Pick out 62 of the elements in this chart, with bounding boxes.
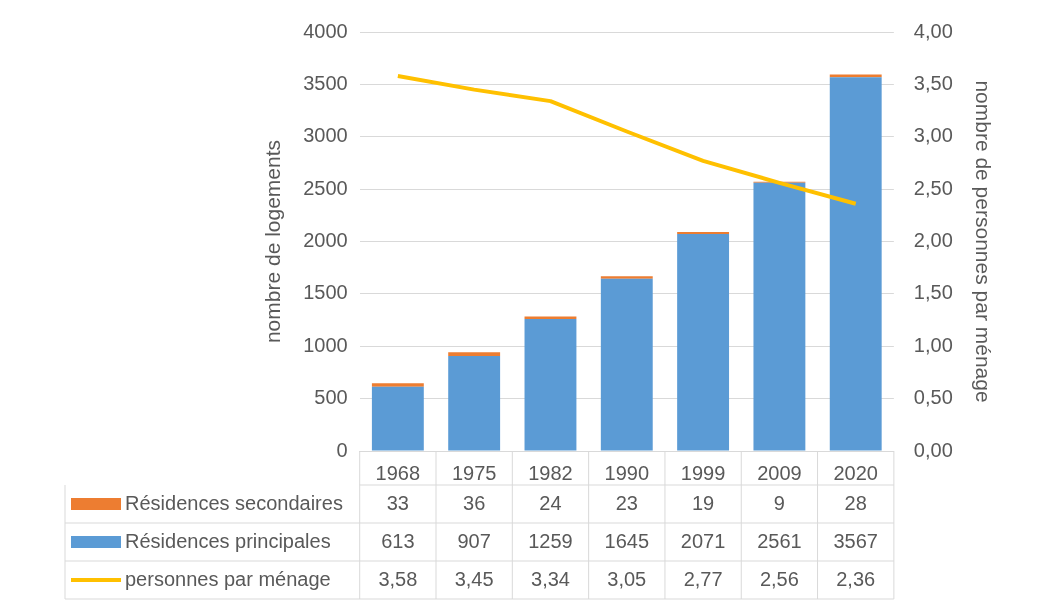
bar [600, 278, 653, 451]
y2-tick-label: 1,00 [913, 333, 953, 356]
data-label: 2561 [757, 529, 802, 552]
bar [829, 74, 882, 78]
data-label: 9 [773, 491, 785, 514]
y2-tick-label: 0,50 [913, 386, 953, 409]
y2-tick-label: 1,50 [913, 281, 953, 304]
data-label: 2,56 [759, 567, 799, 590]
data-label: 2,77 [683, 567, 723, 590]
data-label: 1259 [528, 529, 573, 552]
legend-label: personnes par ménage [125, 567, 331, 590]
y-tick-label: 2000 [303, 229, 348, 252]
x-tick-label: 2020 [833, 461, 878, 484]
x-tick-label: 2009 [757, 461, 802, 484]
data-label: 2,36 [836, 567, 876, 590]
y-tick-label: 3000 [303, 124, 348, 147]
y2-tick-label: 2,00 [913, 229, 953, 252]
y-tick-label: 1500 [303, 281, 348, 304]
y2-tick-label: 3,00 [913, 124, 953, 147]
bar [524, 319, 577, 451]
data-label: 1645 [604, 529, 650, 552]
bar [448, 352, 501, 356]
data-label: 613 [381, 529, 415, 552]
bar [371, 386, 424, 451]
data-label: 907 [457, 529, 491, 552]
data-label: 24 [539, 491, 562, 514]
x-tick-label: 1975 [451, 461, 497, 484]
data-label: 19 [691, 491, 715, 514]
data-label: 2071 [680, 529, 726, 552]
data-label: 36 [463, 491, 486, 514]
bar [753, 182, 806, 451]
bar [829, 77, 882, 451]
legend-label: Résidences principales [125, 529, 331, 552]
x-tick-label: 1982 [528, 461, 573, 484]
data-label: 3,58 [378, 567, 418, 590]
y-tick-label: 1000 [303, 333, 348, 356]
y-tick-label: 2500 [303, 176, 348, 199]
y-axis-title: nombre de logements [261, 139, 285, 344]
bar [677, 234, 730, 451]
data-label: 23 [615, 491, 638, 514]
data-label: 3567 [833, 529, 878, 552]
data-label: 28 [844, 491, 867, 514]
y2-axis-title: nombre de personnes par ménage [971, 80, 995, 403]
x-tick-label: 1999 [680, 461, 726, 484]
bar [448, 355, 501, 451]
data-label: 33 [386, 491, 409, 514]
y-tick-label: 0 [336, 438, 348, 461]
y2-tick-label: 4,00 [913, 19, 953, 42]
y-tick-label: 3500 [303, 71, 348, 94]
y2-tick-label: 0,00 [913, 438, 953, 461]
y2-tick-label: 2,50 [913, 176, 953, 199]
y-tick-label: 4000 [303, 19, 348, 42]
data-label: 3,05 [607, 567, 647, 590]
legend-label: Résidences secondaires [125, 491, 343, 514]
y2-tick-label: 3,50 [913, 71, 953, 94]
bar [600, 276, 653, 279]
data-label: 3,34 [531, 567, 570, 590]
bar [371, 383, 424, 387]
x-tick-label: 1990 [604, 461, 650, 484]
y-tick-label: 500 [314, 386, 348, 409]
x-tick-label: 1968 [375, 461, 421, 484]
data-label: 3,45 [454, 567, 494, 590]
